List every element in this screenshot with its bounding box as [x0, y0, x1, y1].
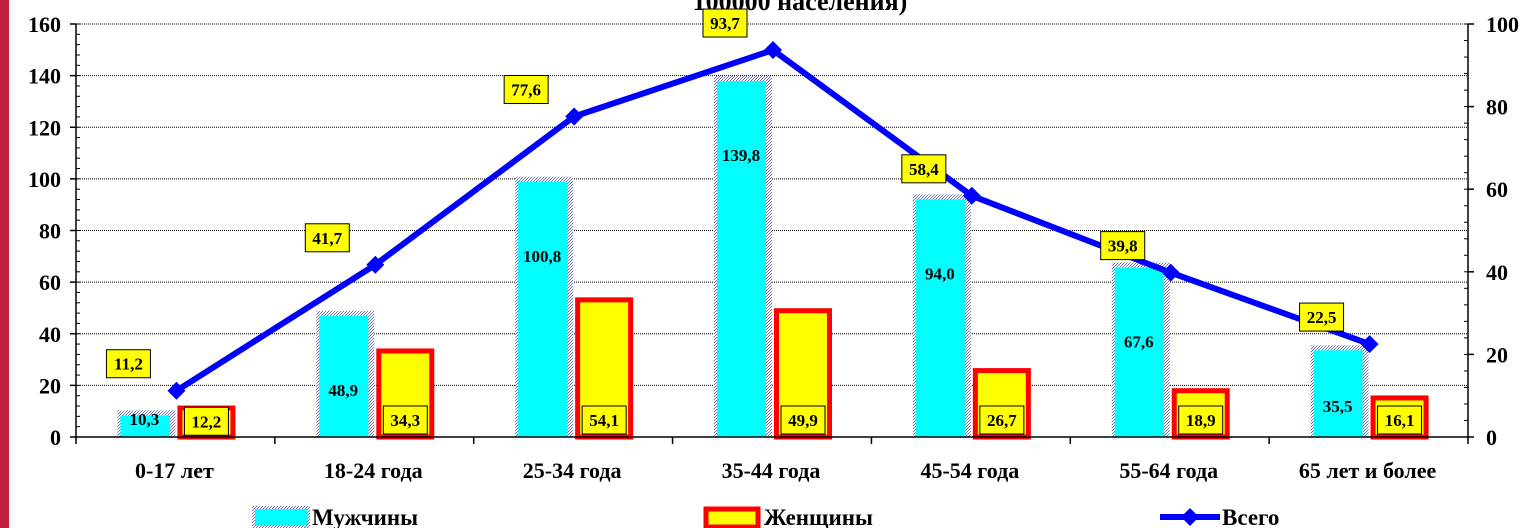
legend: Мужчины Женщины Всего: [252, 505, 1279, 528]
x-tick-label: 0-17 лет: [135, 458, 214, 483]
bar-men: [1313, 350, 1363, 437]
bar-men: [717, 81, 766, 438]
data-labels: 10,3 12,2 11,2 48,9 34,3 41,7 100,8 54,1 77,6 139…: [105, 8, 1423, 436]
legend-men-swatch: [255, 509, 307, 525]
x-tick-label: 65 лет и более: [1299, 458, 1437, 483]
bar-women-label: 16,1: [1385, 411, 1415, 430]
total-marker: [962, 186, 981, 205]
y-tick-label-right: 60: [1486, 177, 1508, 202]
legend-total-marker: [1181, 508, 1199, 526]
y-tick-label-right: 20: [1486, 342, 1508, 367]
x-tick-label: 18-24 года: [324, 458, 423, 483]
y-tick-label-right: 40: [1486, 260, 1508, 285]
y-tick-label-left: 160: [28, 12, 61, 37]
bar-women-label-box: [382, 405, 428, 435]
bar-men-label: 67,6: [1124, 333, 1154, 352]
bar-women-label-box: [1377, 405, 1423, 435]
total-label: 22,5: [1307, 308, 1337, 327]
y-tick-label-left: 40: [39, 322, 61, 347]
total-label-box: [503, 75, 549, 105]
x-tick-label: 25-34 года: [523, 458, 622, 483]
bar-women-label: 12,2: [192, 412, 222, 431]
total-label-box: [702, 8, 748, 38]
bar-women-label: 54,1: [589, 411, 619, 430]
total-marker: [1360, 335, 1379, 354]
total-marker: [764, 41, 782, 60]
legend-women-label: Женщины: [764, 505, 873, 528]
total-label-box: [105, 349, 151, 379]
total-label: 93,7: [710, 14, 740, 33]
y-tick-label-left: 0: [50, 425, 61, 450]
y-tick-label-left: 20: [39, 373, 61, 398]
bar-women-label-box: [780, 405, 826, 435]
total-label: 58,4: [909, 160, 939, 179]
x-tick-label: 45-54 года: [920, 458, 1019, 483]
y-tick-label-left: 120: [28, 115, 61, 140]
total-marker: [366, 255, 385, 274]
bars: [117, 76, 1429, 440]
bar-men-label: 48,9: [328, 381, 358, 400]
total-marker: [167, 381, 186, 400]
total-label: 77,6: [511, 81, 541, 100]
total-marker: [1161, 263, 1180, 282]
bar-women-label: 49,9: [788, 411, 818, 430]
x-tick-label: 55-64 года: [1119, 458, 1218, 483]
axes: 0 20 40 60 80 100 120 140 160 0 20 40 60 80 100 0-17 ле…: [28, 12, 1519, 483]
bar-men: [120, 415, 170, 437]
y-tick-label-left: 60: [39, 270, 61, 295]
total-label-box: [901, 154, 947, 184]
bar-women-label-box: [183, 406, 229, 436]
bar-women-label-box: [1178, 405, 1224, 435]
legend-men-label: Мужчины: [312, 505, 418, 528]
bar-women-label: 26,7: [987, 411, 1017, 430]
bar-men-label: 35,5: [1323, 397, 1353, 416]
y-tick-label-right: 0: [1486, 425, 1497, 450]
bar-men: [518, 181, 568, 437]
bar-women-label-box: [979, 405, 1025, 435]
total-label: 41,7: [312, 229, 342, 248]
x-tick-label: 35-44 года: [722, 458, 821, 483]
bar-men-label: 10,3: [130, 410, 160, 429]
bar-men-label: 94,0: [925, 264, 955, 283]
bar-men: [1114, 267, 1164, 437]
bar-men-label: 139,8: [722, 146, 760, 165]
bar-women-label: 34,3: [390, 411, 420, 430]
bar-men: [319, 315, 369, 437]
total-line: [167, 41, 1379, 400]
legend-total-label: Всего: [1222, 505, 1279, 528]
total-label-box: [1100, 231, 1146, 261]
y-tick-label-right: 80: [1486, 95, 1508, 120]
y-tick-label-left: 100: [28, 167, 61, 192]
bar-women-label: 18,9: [1186, 411, 1216, 430]
edge-strip: [0, 0, 9, 528]
y-tick-label-right: 100: [1486, 12, 1519, 37]
y-tick-label-left: 80: [39, 219, 61, 244]
y-tick-label-left: 140: [28, 64, 61, 89]
bar-men: [915, 199, 965, 437]
legend-women-swatch: [703, 506, 761, 528]
total-label-box: [304, 223, 350, 253]
total-marker: [565, 107, 584, 126]
total-label: 11,2: [114, 355, 143, 374]
bar-women-label-box: [581, 405, 627, 435]
bar-men-label: 100,8: [523, 247, 561, 266]
total-label-box: [1299, 302, 1345, 332]
total-label: 39,8: [1108, 237, 1138, 256]
